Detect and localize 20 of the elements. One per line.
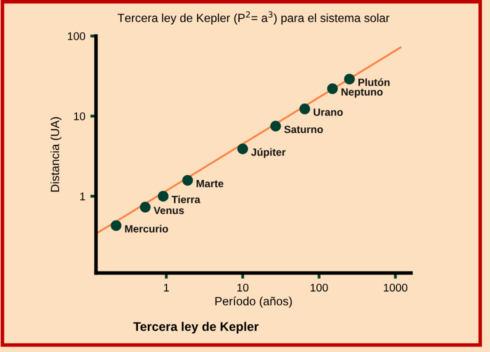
annotation: Saturno bbox=[284, 126, 323, 134]
annotation: Júpiter bbox=[251, 148, 286, 158]
x-tick-label: 1000 bbox=[384, 284, 408, 292]
y-tick-label: 1 bbox=[80, 192, 86, 200]
annotation: Venus bbox=[154, 206, 184, 214]
text: Tercera ley de Kepler bbox=[133, 322, 259, 334]
annotation: Tierra bbox=[172, 196, 200, 204]
chart-title: Tercera ley de Kepler (P$^{2}$= a$^{3}$) para el sistema solar bbox=[118, 11, 390, 24]
y-tick-label: 10 bbox=[74, 112, 86, 120]
y-axis-title: Distancia (UA) bbox=[50, 117, 62, 192]
x-axis-title: Período (años) bbox=[215, 296, 292, 308]
x-tick-label: 1 bbox=[164, 284, 169, 292]
x-tick-label: 10 bbox=[237, 284, 248, 292]
annotation: Urano bbox=[314, 108, 343, 116]
annotation: Plutón bbox=[358, 78, 390, 86]
annotation: Marte bbox=[196, 180, 224, 188]
annotation: Mercurio bbox=[125, 224, 168, 233]
y-tick-label: 100 bbox=[68, 32, 86, 40]
annotation: Neptuno bbox=[342, 88, 383, 98]
x-tick-label: 100 bbox=[310, 284, 328, 292]
